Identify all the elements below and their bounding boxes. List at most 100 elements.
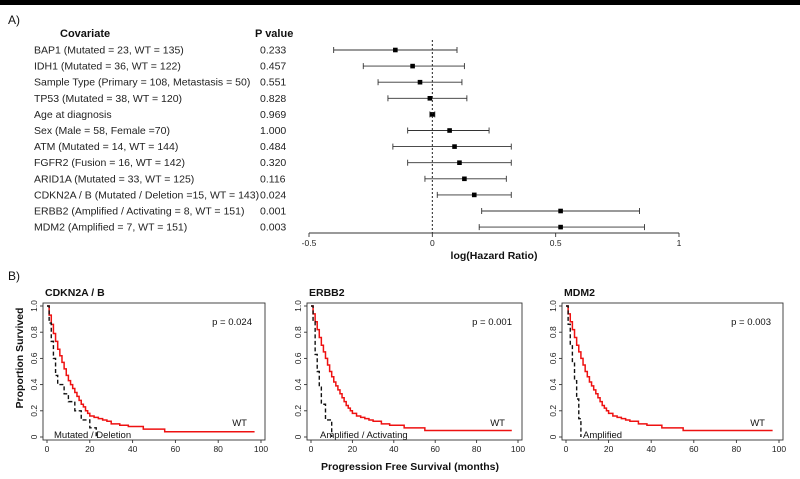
km-curve-altered [566,305,582,437]
km-panel-title: MDM2 [564,287,595,299]
pvalue-header: P value [255,28,293,40]
km-altered-label: Amplified [583,430,622,441]
km-x-tick-label: 20 [348,444,358,454]
km-pvalue: p = 0.024 [212,317,252,328]
forest-x-tick-label: 0.5 [550,238,562,248]
pvalue-label: 0.551 [260,77,286,89]
km-x-tick-label: 0 [564,444,569,454]
km-y-tick-label: 0.2 [293,405,303,417]
pvalue-label: 0.116 [260,173,286,185]
km-panel-title: CDKN2A / B [45,287,105,299]
covariate-label: Age at diagnosis [34,109,112,121]
point-estimate [410,63,415,69]
point-estimate [452,144,457,149]
km-x-tick-label: 80 [213,444,223,454]
km-plot-frame [42,302,266,441]
point-estimate [462,176,467,182]
km-y-tick-label: 0.8 [29,326,39,338]
km-y-tick-label: 1.0 [29,300,39,312]
km-curve-wt [566,305,773,432]
covariate-label: CDKN2A / B (Mutated / Deletion =15, WT =… [34,189,259,201]
km-y-tick-label: 0.2 [29,405,39,417]
pvalue-label: 0.024 [260,189,286,201]
covariate-label: Sex (Male = 58, Female =70) [34,125,170,137]
km-x-tick-label: 0 [309,444,314,454]
km-x-tick-label: 100 [511,444,525,454]
km-x-tick-label: 0 [45,444,50,454]
forest-x-tick-label: 0 [430,238,435,248]
km-y-tick-label: 0.4 [548,378,558,390]
km-plot-frame [561,302,784,441]
pvalue-label: 0.484 [260,141,286,153]
km-altered-label: Amplified / Activating [320,430,408,441]
km-pvalue: p = 0.003 [731,317,771,328]
km-wt-label: WT [490,418,505,429]
covariate-label: FGFR2 (Fusion = 16, WT = 142) [34,157,185,169]
pvalue-label: 1.000 [260,125,286,137]
km-y-tick-label: 0.6 [548,352,558,364]
point-estimate [447,128,452,133]
pvalue-label: 0.828 [260,93,286,105]
km-x-tick-label: 60 [171,444,181,454]
km-y-axis-label: Proportion Survived [14,308,26,409]
km-wt-label: WT [750,418,765,429]
km-x-tick-label: 20 [85,444,95,454]
point-estimate [558,224,563,230]
forest-x-tick-label: -0.5 [302,238,317,248]
km-y-tick-label: 1.0 [548,300,558,312]
km-pvalue: p = 0.001 [472,317,512,328]
km-x-tick-label: 100 [254,444,268,454]
km-x-tick-label: 40 [389,444,399,454]
pvalue-label: 0.969 [260,109,286,121]
km-y-tick-label: 0.8 [548,326,558,338]
km-x-tick-label: 100 [772,444,786,454]
km-panels: CDKN2A / B 0 20 40 60 80 100 0 0.2 0.4 0.6 0.8 1.0 p … [29,287,786,454]
km-x-tick-label: 20 [604,444,614,454]
km-y-tick-label: 0 [293,434,303,439]
top-border [0,0,800,5]
km-wt-label: WT [232,418,247,429]
panel-a-label: A) [8,13,20,27]
point-estimate [393,47,398,53]
pvalue-label: 0.233 [260,45,286,57]
point-estimate [427,96,433,101]
km-y-tick-label: 0.6 [293,352,303,364]
km-x-tick-label: 80 [472,444,482,454]
point-estimate [471,192,477,198]
km-panel-2: ERBB2 0 20 40 60 80 100 0 0.2 0.4 0.6 0.8 1.0 p = 0.0… [293,287,525,454]
km-panel-title: ERBB2 [309,287,345,299]
km-x-tick-label: 40 [128,444,138,454]
km-y-tick-label: 0.6 [29,352,39,364]
km-x-tick-label: 40 [646,444,656,454]
covariate-header: Covariate [60,28,110,40]
covariate-label: ATM (Mutated = 14, WT = 144) [34,141,178,153]
km-y-tick-label: 0.4 [293,378,303,390]
km-curve-altered [311,305,333,437]
panel-b-label: B) [8,269,20,283]
km-y-tick-label: 0.2 [548,405,558,417]
pvalue-label: 0.320 [260,157,286,169]
km-x-tick-label: 60 [689,444,699,454]
covariate-label: ERBB2 (Amplified / Activating = 8, WT = … [34,206,244,218]
km-y-tick-label: 0.4 [29,378,39,390]
km-altered-label: Mutated / Deletion [54,430,131,441]
km-y-tick-label: 0.8 [293,326,303,338]
covariate-label: IDH1 (Mutated = 36, WT = 122) [34,61,181,73]
forest-x-axis-label: log(Hazard Ratio) [451,250,538,262]
point-estimate [430,112,435,117]
pvalue-label: 0.001 [260,206,286,218]
point-estimate [457,160,462,165]
km-plot-frame [306,302,523,441]
covariate-label: TP53 (Mutated = 38, WT = 120) [34,93,182,105]
km-panel-3: MDM2 0 20 40 60 80 100 0 0.2 0.4 0.6 0.8 1.0 p = 0.00… [548,287,786,454]
forest-plot: Covariate P value log(Hazard Ratio) BAP1… [34,28,682,262]
forest-x-tick-label: 1 [677,238,682,248]
km-y-tick-label: 0 [548,434,558,439]
km-curve-wt [47,305,255,433]
km-x-axis-label: Progression Free Survival (months) [321,461,499,473]
covariate-label: Sample Type (Primary = 108, Metastasis =… [34,77,250,89]
covariate-label: ARID1A (Mutated = 33, WT = 125) [34,173,194,185]
km-y-tick-label: 1.0 [293,300,303,312]
km-curve-altered [47,305,97,437]
